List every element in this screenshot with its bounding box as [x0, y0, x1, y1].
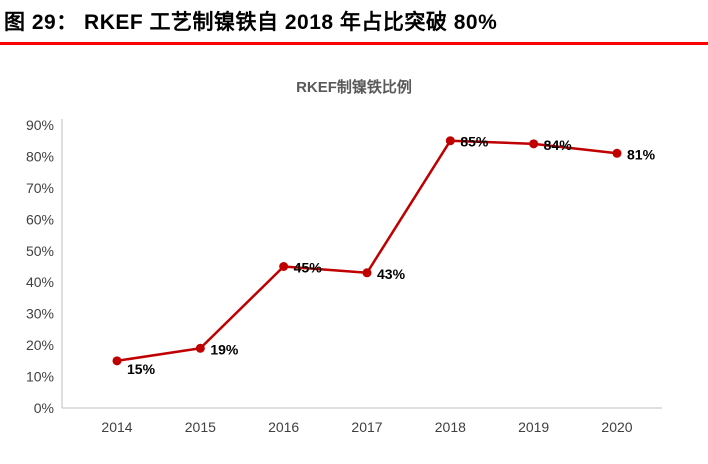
y-tick-label: 20% [26, 337, 54, 353]
data-point-label: 45% [294, 260, 323, 276]
x-tick-label: 2018 [435, 419, 466, 435]
data-point-label: 85% [460, 134, 489, 150]
y-tick-label: 10% [26, 369, 54, 385]
header-divider [0, 42, 708, 45]
x-tick-label: 2015 [185, 419, 216, 435]
data-point-label: 19% [210, 341, 239, 357]
y-tick-label: 0% [34, 400, 54, 416]
data-point-label: 84% [544, 137, 573, 153]
data-point-label: 81% [627, 146, 656, 162]
figure-title: 图 29： RKEF 工艺制镍铁自 2018 年占比突破 80% [4, 11, 498, 34]
y-tick-label: 70% [26, 180, 54, 196]
data-point-marker [445, 136, 455, 146]
x-tick-label: 2016 [268, 419, 299, 435]
y-tick-label: 50% [26, 243, 54, 259]
data-point-marker [279, 262, 289, 271]
data-point-marker [362, 268, 372, 278]
data-point-marker [112, 356, 122, 366]
data-point-label: 43% [377, 266, 406, 282]
y-tick-label: 80% [26, 148, 54, 164]
figure-header: 图 29： RKEF 工艺制镍铁自 2018 年占比突破 80% [0, 6, 708, 36]
data-point-marker [612, 148, 622, 158]
line-chart-container: 0% 10% 20% 30% 40% 50% 60% 70% 80% 90% 2014 2015 201… [0, 95, 708, 459]
data-point-label: 15% [127, 361, 156, 377]
y-tick-label: 90% [26, 117, 54, 133]
series-line [115, 139, 619, 363]
y-tick-label: 30% [26, 306, 54, 322]
x-tick-label: 2019 [518, 419, 549, 435]
data-point-marker [195, 343, 205, 353]
line-chart: 0% 10% 20% 30% 40% 50% 60% 70% 80% 90% 2014 2015 201… [26, 117, 662, 435]
x-tick-label: 2014 [101, 419, 132, 435]
y-tick-label: 40% [26, 274, 54, 290]
y-tick-label: 60% [26, 211, 54, 227]
x-tick-label: 2017 [351, 419, 382, 435]
x-tick-label: 2020 [601, 419, 632, 435]
data-point-marker [529, 139, 539, 149]
chart-title: RKEF制镍铁比例 [296, 79, 412, 96]
